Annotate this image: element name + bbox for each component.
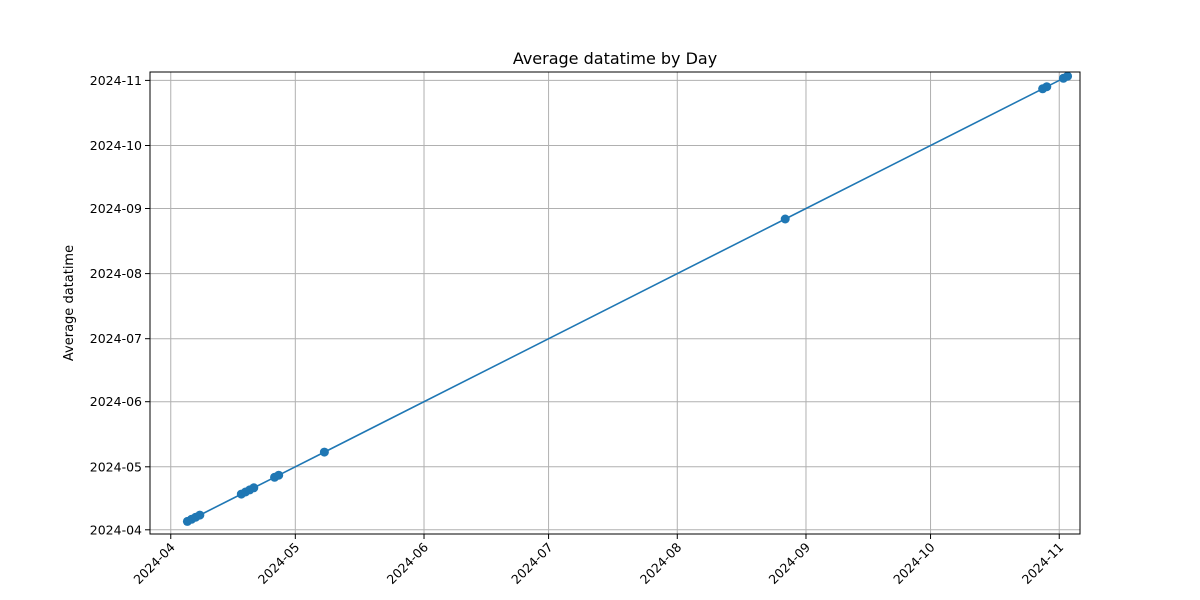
x-axis: 2024-04 2024-05 2024-06 2024-07 2024-08 2024-… — [130, 534, 1066, 587]
y-tick-label: 2024-07 — [90, 331, 142, 346]
x-tick-label: 2024-06 — [384, 539, 432, 587]
y-tick-label: 2024-09 — [90, 201, 142, 216]
grid — [150, 72, 1080, 534]
y-axis-label: Average datatime — [62, 245, 77, 361]
x-tick-label: 2024-10 — [890, 539, 938, 587]
data-point — [249, 483, 259, 493]
y-tick-label: 2024-06 — [90, 394, 142, 409]
y-tick-label: 2024-05 — [90, 459, 142, 474]
y-tick-label: 2024-11 — [90, 73, 142, 88]
x-tick-label: 2024-07 — [508, 540, 556, 588]
y-tick-label: 2024-10 — [90, 138, 142, 153]
y-tick-label: 2024-04 — [90, 522, 142, 537]
data-point — [780, 214, 790, 224]
y-axis: 2024-04 2024-05 2024-06 2024-07 2024-08 2024-… — [90, 73, 150, 537]
x-tick-label: 2024-05 — [255, 540, 303, 588]
x-tick-label: 2024-04 — [130, 539, 178, 587]
data-point — [274, 470, 284, 480]
x-tick-label: 2024-11 — [1019, 540, 1067, 588]
series-line — [187, 75, 1068, 523]
y-tick-label: 2024-08 — [90, 266, 142, 281]
data-point — [1063, 71, 1073, 81]
chart-title: Average datatime by Day — [513, 49, 717, 68]
data-point — [319, 447, 329, 457]
series-layer — [182, 71, 1073, 526]
data-point — [195, 510, 205, 520]
x-tick-label: 2024-08 — [637, 539, 685, 587]
plot-frame — [149, 71, 1081, 535]
data-point — [1042, 82, 1052, 92]
x-tick-label: 2024-09 — [766, 539, 814, 587]
